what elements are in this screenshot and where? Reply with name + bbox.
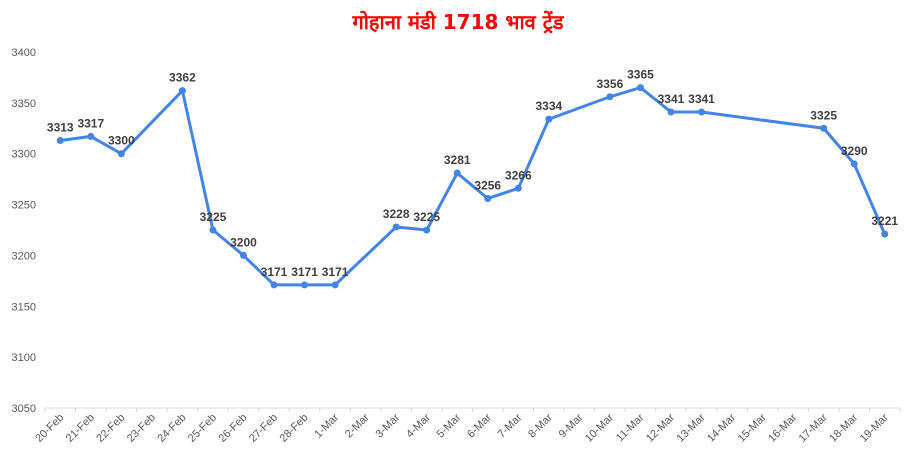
data-label: 3221 (871, 214, 898, 228)
x-tick-label: 23-Feb (125, 412, 158, 445)
x-tick-label: 15-Mar (736, 411, 769, 444)
data-label: 3228 (383, 207, 410, 221)
data-point (270, 281, 278, 289)
data-point (301, 281, 309, 289)
x-tick-label: 1-Mar (312, 411, 341, 440)
y-tick-label: 3200 (12, 250, 36, 262)
y-tick-label: 3250 (12, 200, 36, 212)
data-label: 3171 (261, 265, 288, 279)
data-point (331, 281, 339, 289)
data-label: 3325 (810, 108, 837, 122)
data-label: 3171 (291, 265, 318, 279)
x-tick-label: 19-Mar (858, 411, 891, 444)
x-tick-label: 12-Mar (644, 411, 677, 444)
x-tick-label: 25-Feb (186, 412, 219, 445)
x-tick-label: 24-Feb (155, 412, 188, 445)
data-label: 3365 (627, 68, 654, 82)
y-tick-label: 3100 (12, 352, 36, 364)
data-point (56, 136, 64, 144)
data-label: 3225 (413, 210, 440, 224)
x-tick-label: 18-Mar (827, 411, 860, 444)
data-point (178, 87, 186, 95)
y-tick-label: 3150 (12, 301, 36, 313)
x-tick-label: 4-Mar (404, 411, 433, 440)
x-tick-label: 9-Mar (557, 411, 586, 440)
data-point (850, 160, 858, 168)
data-label: 3334 (535, 99, 562, 113)
data-point (117, 150, 125, 158)
data-point (667, 108, 675, 116)
data-label: 3290 (841, 144, 868, 158)
x-axis: 20-Feb21-Feb22-Feb23-Feb24-Feb25-Feb26-F… (33, 407, 901, 445)
data-point (698, 108, 706, 116)
x-tick-label: 27-Feb (247, 412, 280, 445)
x-tick-label: 6-Mar (465, 411, 494, 440)
x-tick-label: 5-Mar (435, 411, 464, 440)
data-point (423, 226, 431, 234)
data-label: 3200 (230, 235, 257, 249)
data-label: 3362 (169, 71, 196, 85)
y-tick-label: 3350 (12, 98, 36, 110)
x-tick-label: 21-Feb (64, 412, 97, 445)
chart-title: गोहाना मंडी 1718 भाव ट्रेंड (352, 10, 564, 34)
x-tick-label: 20-Feb (33, 412, 66, 445)
x-tick-label: 7-Mar (496, 411, 525, 440)
data-label: 3313 (47, 120, 74, 134)
data-label: 3266 (505, 168, 532, 182)
x-tick-label: 28-Feb (278, 412, 311, 445)
x-tick-label: 14-Mar (705, 411, 738, 444)
data-label: 3256 (474, 178, 501, 192)
data-label: 3341 (658, 92, 685, 106)
data-point (606, 93, 614, 101)
x-tick-label: 17-Mar (797, 411, 830, 444)
data-label: 3225 (200, 210, 227, 224)
y-tick-label: 3050 (12, 403, 36, 415)
x-tick-label: 3-Mar (373, 411, 402, 440)
data-label: 3356 (597, 77, 624, 91)
data-point (484, 194, 492, 202)
data-label: 3317 (77, 116, 104, 130)
x-tick-label: 10-Mar (583, 411, 616, 444)
x-tick-label: 16-Mar (766, 411, 799, 444)
data-point (209, 226, 217, 234)
data-point (545, 115, 553, 123)
data-point (453, 169, 461, 177)
x-tick-label: 8-Mar (526, 411, 555, 440)
data-point (820, 124, 828, 132)
data-point (87, 132, 95, 140)
data-point (881, 230, 889, 238)
x-tick-label: 26-Feb (216, 412, 249, 445)
x-tick-label: 22-Feb (94, 412, 127, 445)
x-tick-label: 11-Mar (614, 411, 647, 444)
data-point (514, 184, 522, 192)
y-axis: 3050 3100 3150 3200 3250 3300 3350 3400 (12, 47, 36, 415)
data-point (392, 223, 400, 231)
series-layer (56, 84, 889, 289)
data-label: 3300 (108, 134, 135, 148)
data-label: 3281 (444, 153, 471, 167)
series-line (60, 86, 887, 287)
data-label: 3171 (322, 265, 349, 279)
data-point (239, 251, 247, 259)
data-label: 3341 (688, 92, 715, 106)
data-point (636, 84, 644, 92)
x-tick-label: 2-Mar (343, 411, 372, 440)
y-tick-label: 3300 (12, 149, 36, 161)
x-tick-label: 13-Mar (675, 411, 708, 444)
y-tick-label: 3400 (12, 47, 36, 59)
